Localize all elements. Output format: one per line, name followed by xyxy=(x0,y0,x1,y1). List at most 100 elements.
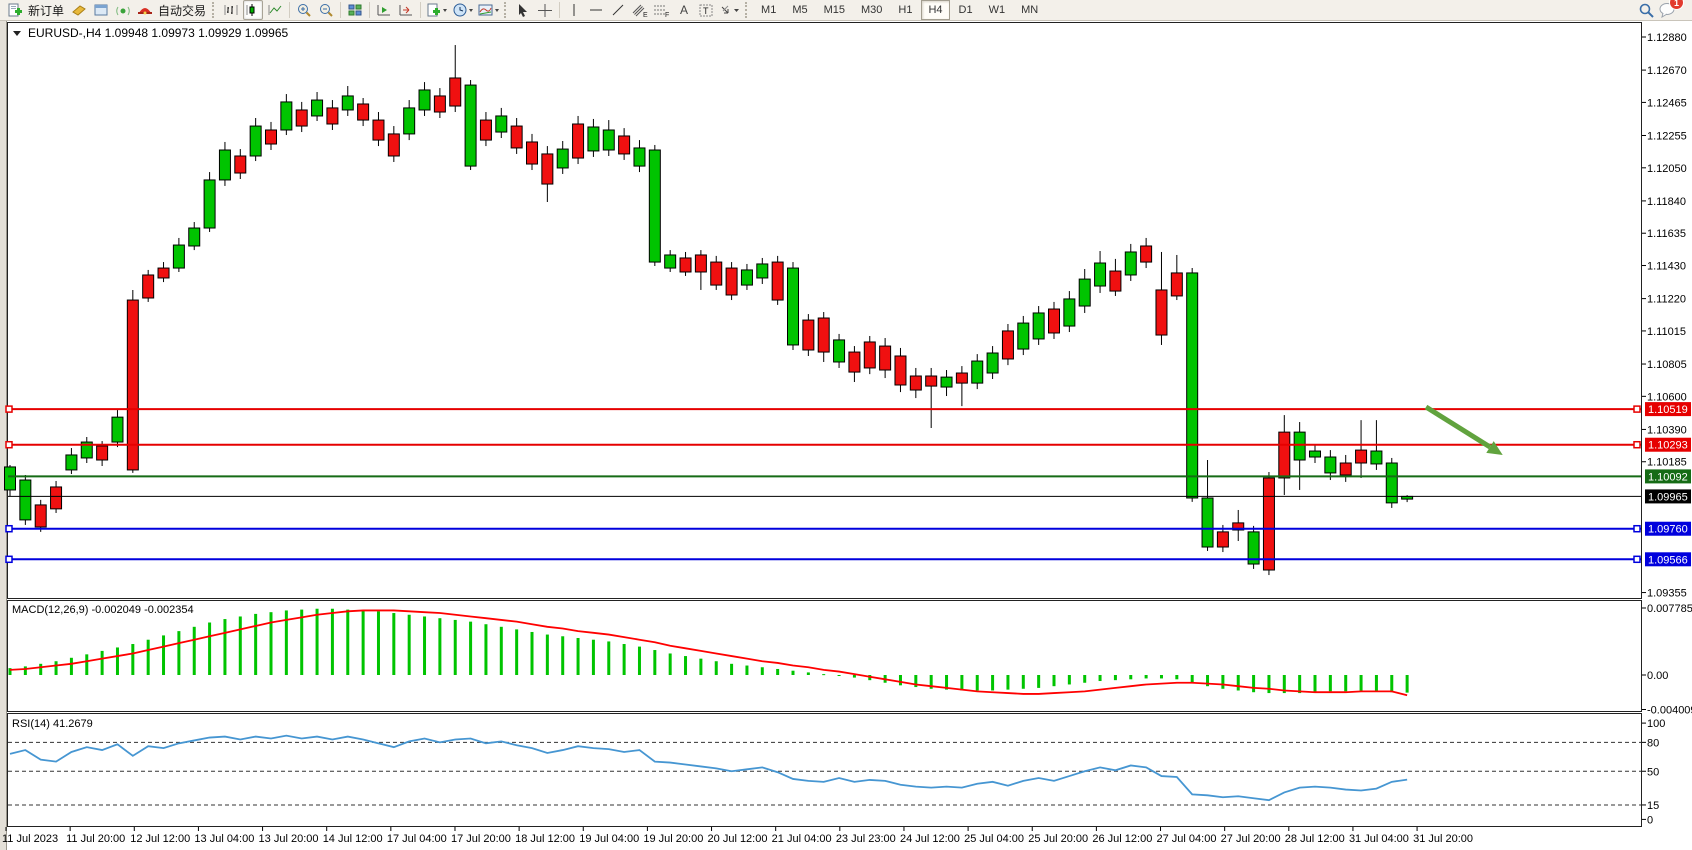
macd-hist-bar xyxy=(653,650,657,675)
timeframe-h1[interactable]: H1 xyxy=(898,4,913,16)
hline-anchor[interactable] xyxy=(5,524,13,533)
candle-body xyxy=(787,267,800,346)
date-label: 12 Jul 12:00 xyxy=(130,833,190,845)
candle-body xyxy=(1370,450,1383,465)
arrow-shaft[interactable] xyxy=(1424,404,1492,450)
trendline-tool[interactable] xyxy=(608,0,628,20)
toolbar-drag-handle[interactable] xyxy=(212,2,218,18)
date-label: 28 Jul 12:00 xyxy=(1285,833,1345,845)
candle-body xyxy=(96,445,109,461)
auto-scroll-button[interactable] xyxy=(374,0,394,20)
macd-hist-bar xyxy=(929,675,933,689)
timeframe-w1[interactable]: W1 xyxy=(988,4,1006,16)
cursor-tool-button[interactable] xyxy=(513,0,533,20)
candle-body xyxy=(34,504,47,528)
candle-body xyxy=(65,454,78,471)
price-tick-label: 1.09355 xyxy=(1647,588,1687,600)
candle-body xyxy=(1078,278,1091,307)
toolbar-drag-handle[interactable] xyxy=(745,2,751,18)
macd-hist-bar xyxy=(1052,675,1056,687)
candle-body xyxy=(464,84,477,167)
date-label: 25 Jul 04:00 xyxy=(964,833,1024,845)
candle-body xyxy=(1355,449,1368,464)
candlestick-mode-button[interactable] xyxy=(243,0,264,20)
macd-hist-bar xyxy=(8,668,12,675)
hline-anchor[interactable] xyxy=(5,405,13,413)
date-label: 13 Jul 20:00 xyxy=(259,833,319,845)
price-tag-label: 1.09566 xyxy=(1648,554,1688,566)
line-chart-mode-button[interactable] xyxy=(265,0,285,20)
crosshair-tool-button[interactable] xyxy=(535,0,555,20)
timeframe-m5[interactable]: M5 xyxy=(792,4,808,16)
text-tool[interactable]: A xyxy=(680,3,689,17)
hline-anchor[interactable] xyxy=(5,555,13,564)
macd-hist-bar xyxy=(146,639,150,675)
trend-arrow[interactable] xyxy=(1424,404,1503,455)
timeframe-h4[interactable]: H4 xyxy=(921,0,950,20)
period-clock-button[interactable] xyxy=(451,0,475,20)
candles-layer xyxy=(4,45,1414,576)
equidistant-channel-tool[interactable]: E xyxy=(630,0,650,20)
timeframe-m15[interactable]: M15 xyxy=(823,4,845,16)
vertical-line-tool[interactable] xyxy=(564,0,584,20)
signal-icon[interactable] xyxy=(113,0,133,20)
macd-hist-bar xyxy=(100,650,104,675)
macd-hist-bar xyxy=(1313,675,1317,693)
arrow-head[interactable] xyxy=(1486,441,1503,455)
auto-trading-label[interactable]: 自动交易 xyxy=(158,3,207,18)
hline-anchor[interactable] xyxy=(1633,555,1641,564)
timeframe-d1[interactable]: D1 xyxy=(958,4,973,16)
macd-hist-bar xyxy=(438,618,442,675)
candle-body xyxy=(1094,262,1107,287)
rsi-tick-label: 15 xyxy=(1647,800,1659,812)
macd-hist-bar xyxy=(392,613,396,675)
hline-anchor[interactable] xyxy=(5,440,13,449)
indicators-button[interactable] xyxy=(477,0,501,20)
date-label: 27 Jul 04:00 xyxy=(1157,833,1217,845)
fibonacci-tool[interactable]: F xyxy=(652,0,672,20)
candle-body xyxy=(863,341,876,369)
macd-hist-bar xyxy=(1175,675,1179,680)
candle-body xyxy=(1017,322,1030,350)
search-icon[interactable] xyxy=(1636,0,1656,20)
chart-shift-button[interactable] xyxy=(396,0,416,20)
styler-icon[interactable] xyxy=(69,0,89,20)
tile-windows-button[interactable] xyxy=(345,0,365,20)
macd-hist-bar xyxy=(1236,675,1240,691)
toolbar-drag-handle[interactable] xyxy=(504,2,510,18)
candle-body xyxy=(1001,330,1014,360)
auto-trading-button[interactable] xyxy=(135,0,155,20)
candle-body xyxy=(1170,272,1183,297)
price-tick-label: 1.11220 xyxy=(1647,294,1686,306)
chat-notifications-icon[interactable]: 1 xyxy=(1658,0,1684,20)
collapse-triangle-icon[interactable] xyxy=(13,31,21,36)
macd-tick-label: -0.004009 xyxy=(1647,705,1692,717)
hline-anchor[interactable] xyxy=(1633,405,1641,413)
hline-anchor[interactable] xyxy=(1633,440,1641,449)
macd-panel-frame xyxy=(7,600,1642,712)
timeframe-m30[interactable]: M30 xyxy=(861,4,883,16)
macd-hist-bar xyxy=(1083,675,1087,683)
candle-body xyxy=(1232,522,1245,531)
macd-hist-bar xyxy=(776,668,780,675)
arrows-tool-dropdown[interactable] xyxy=(718,0,742,20)
zoom-out-button[interactable] xyxy=(316,0,336,20)
timeframe-mn[interactable]: MN xyxy=(1021,4,1039,16)
symbol-ohlc-title: EURUSD-,H4 1.09948 1.09973 1.09929 1.099… xyxy=(28,26,289,40)
zoom-in-button[interactable] xyxy=(294,0,314,20)
candle-body xyxy=(848,351,861,373)
bar-chart-mode-button[interactable] xyxy=(221,0,241,20)
macd-hist-bar xyxy=(822,674,826,676)
new-window-icon[interactable] xyxy=(91,0,111,20)
macd-hist-bar xyxy=(346,609,350,675)
horizontal-line-tool[interactable] xyxy=(586,0,606,20)
new-order-button[interactable] xyxy=(5,0,25,20)
hline-anchor[interactable] xyxy=(1633,524,1641,533)
text-label-tool[interactable]: T xyxy=(696,0,716,20)
candle-body xyxy=(80,441,93,459)
timeframe-m1[interactable]: M1 xyxy=(761,4,777,16)
candle-body xyxy=(265,129,278,145)
new-template-button[interactable] xyxy=(425,0,449,20)
new-order-label[interactable]: 新订单 xyxy=(28,3,65,18)
